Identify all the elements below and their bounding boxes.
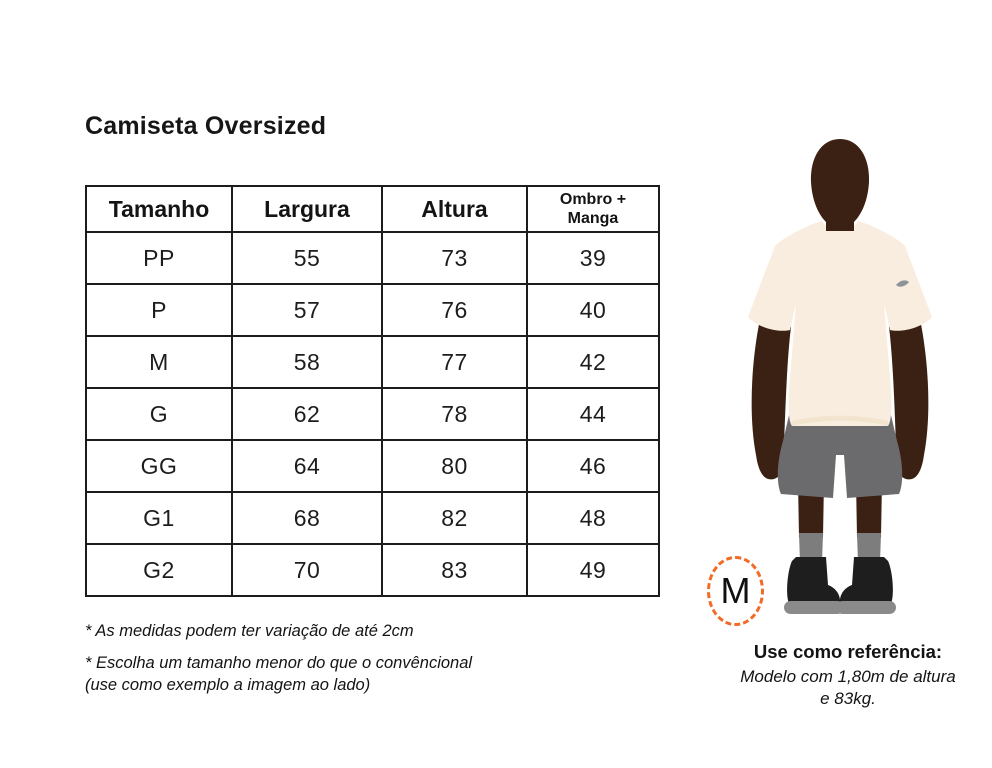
cell-largura: 58: [231, 335, 383, 389]
note-line: (use como exemplo a imagem ao lado): [85, 675, 371, 694]
cell-largura: 55: [231, 231, 383, 285]
model-silhouette-drawing: [748, 139, 932, 614]
model-tshirt-shade: [792, 415, 888, 426]
cell-size: G1: [85, 491, 233, 545]
model-tshirt: [748, 221, 932, 426]
note-measurement-variation: * As medidas podem ter variação de até 2…: [85, 621, 565, 642]
table-header-row: Tamanho Largura Altura Ombro + Manga: [85, 185, 660, 233]
cell-largura: 70: [231, 543, 383, 597]
cell-altura: 77: [381, 335, 528, 389]
cell-altura: 80: [381, 439, 528, 493]
table-row: GG 64 80 46: [85, 439, 660, 493]
header-largura: Largura: [231, 185, 383, 233]
cell-altura: 83: [381, 543, 528, 597]
model-sole-left: [784, 601, 844, 614]
cell-ombro-manga: 44: [526, 387, 660, 441]
model-sole-right: [836, 601, 896, 614]
note-line: * As medidas podem ter variação de até 2…: [85, 622, 414, 640]
model-arm-left: [751, 319, 791, 480]
cell-size: GG: [85, 439, 233, 493]
cell-largura: 62: [231, 387, 383, 441]
cell-altura: 73: [381, 231, 528, 285]
cell-ombro-manga: 46: [526, 439, 660, 493]
cell-size: PP: [85, 231, 233, 285]
header-ombro-manga: Ombro + Manga: [526, 185, 660, 233]
sleeve-logo-icon: [896, 280, 909, 287]
cell-ombro-manga: 48: [526, 491, 660, 545]
cell-size: G: [85, 387, 233, 441]
cell-largura: 57: [231, 283, 383, 337]
table-row: M 58 77 42: [85, 335, 660, 389]
size-table: Tamanho Largura Altura Ombro + Manga PP …: [85, 185, 660, 597]
cell-ombro-manga: 49: [526, 543, 660, 597]
table-row: G1 68 82 48: [85, 491, 660, 545]
cell-altura: 76: [381, 283, 528, 337]
note-size-choice: * Escolha um tamanho menor do que o conv…: [85, 653, 565, 696]
size-badge-letter: M: [720, 570, 751, 611]
table-row: P 57 76 40: [85, 283, 660, 337]
model-head: [810, 139, 870, 231]
footnotes: * As medidas podem ter variação de até 2…: [85, 621, 565, 707]
reference-line: e 83kg.: [820, 689, 876, 709]
page-title: Camiseta Oversized: [85, 112, 327, 140]
model-reference-text: Use como referência: Modelo com 1,80m de…: [712, 641, 984, 711]
header-altura: Altura: [381, 185, 528, 233]
model-shoe-right: [839, 557, 893, 604]
reference-line: Modelo com 1,80m de altura: [740, 667, 956, 686]
model-silhouette: [700, 133, 980, 625]
note-line: * Escolha um tamanho menor do que o conv…: [85, 654, 473, 673]
reference-heading: Use como referência:: [753, 641, 943, 662]
model-shoe-left: [787, 557, 841, 604]
model-shorts: [777, 411, 903, 498]
cell-ombro-manga: 40: [526, 283, 660, 337]
cell-size: G2: [85, 543, 233, 597]
model-sock-left: [799, 533, 823, 563]
cell-size: P: [85, 283, 233, 337]
cell-altura: 78: [381, 387, 528, 441]
cell-size: M: [85, 335, 233, 389]
cell-ombro-manga: 39: [526, 231, 660, 285]
header-tamanho: Tamanho: [85, 185, 233, 233]
table-row: G 62 78 44: [85, 387, 660, 441]
model-sock-right: [857, 533, 881, 563]
cell-largura: 64: [231, 439, 383, 493]
table-row: PP 55 73 39: [85, 231, 660, 285]
cell-altura: 82: [381, 491, 528, 545]
size-badge: M: [707, 556, 764, 626]
cell-largura: 68: [231, 491, 383, 545]
model-arm-right: [889, 319, 929, 480]
cell-ombro-manga: 42: [526, 335, 660, 389]
table-row: G2 70 83 49: [85, 543, 660, 597]
